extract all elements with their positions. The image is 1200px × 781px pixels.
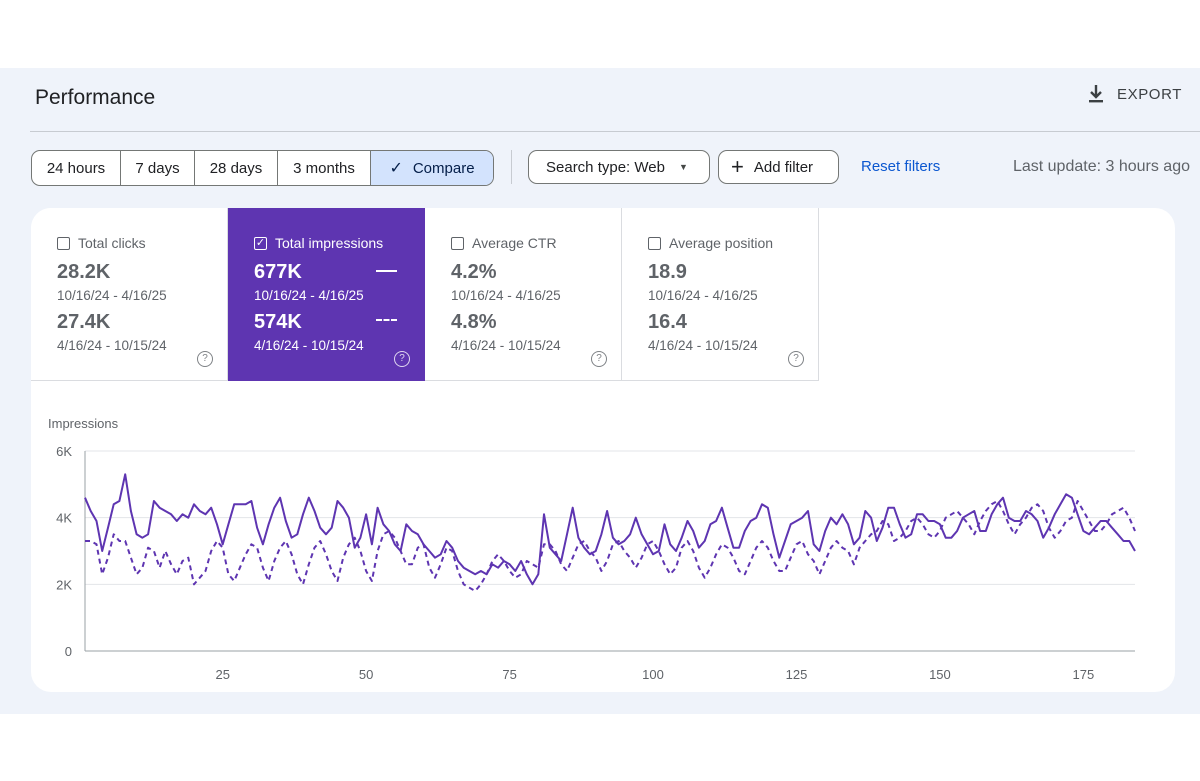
- metric-label: Total clicks: [78, 235, 146, 251]
- metric-range-current: 10/16/24 - 4/16/25: [648, 288, 758, 303]
- metric-range-previous: 4/16/24 - 10/15/24: [451, 338, 561, 353]
- metric-label-row: Average CTR: [451, 235, 557, 251]
- metric-value-current: 18.9: [648, 261, 687, 283]
- metric-range-previous: 4/16/24 - 10/15/24: [254, 338, 364, 353]
- metric-value-previous: 27.4K: [57, 311, 111, 333]
- plus-icon: +: [731, 154, 744, 179]
- y-tick-label: 6K: [56, 444, 72, 459]
- last-update-text: Last update: 3 hours ago: [1012, 158, 1190, 175]
- y-tick-label: 2K: [56, 577, 72, 592]
- x-tick-label: 75: [502, 667, 516, 682]
- toolbar-divider: [511, 150, 512, 184]
- metric-average-position[interactable]: Average position 18.9 10/16/24 - 4/16/25…: [622, 208, 819, 381]
- range-7-days[interactable]: 7 days: [120, 151, 194, 185]
- header-divider: [30, 131, 1200, 132]
- metric-range-current: 10/16/24 - 4/16/25: [451, 288, 561, 303]
- page-title: Performance: [35, 86, 156, 109]
- export-button[interactable]: EXPORT: [1087, 84, 1182, 104]
- metric-value-previous: 16.4: [648, 311, 687, 333]
- compare-label: Compare: [412, 159, 475, 177]
- metric-value-previous: 4.8%: [451, 311, 497, 333]
- x-tick-label: 100: [642, 667, 664, 682]
- series-line-current: [84, 473, 1136, 586]
- metric-tabs: Total clicks 28.2K 10/16/24 - 4/16/25 27…: [31, 208, 819, 381]
- add-filter-label: Add filter: [753, 158, 814, 176]
- help-icon[interactable]: ?: [591, 351, 607, 367]
- y-tick-label: 0: [65, 644, 72, 659]
- performance-panel: Performance EXPORT 24 hours 7 days 28 da…: [0, 68, 1200, 714]
- range-28-days[interactable]: 28 days: [194, 151, 277, 185]
- x-tick-label: 50: [359, 667, 373, 682]
- download-icon: [1087, 84, 1105, 104]
- y-tick-label: 4K: [56, 511, 72, 526]
- y-axis-label: Impressions: [48, 416, 119, 431]
- reset-filters-link[interactable]: Reset filters: [861, 158, 941, 175]
- metric-label-row: Average position: [648, 235, 773, 251]
- metric-range-previous: 4/16/24 - 10/15/24: [648, 338, 758, 353]
- metric-label-row: ✓ Total impressions: [254, 235, 383, 251]
- metric-value-previous: 574K: [254, 311, 302, 333]
- metric-average-ctr[interactable]: Average CTR 4.2% 10/16/24 - 4/16/25 4.8%…: [425, 208, 622, 381]
- range-24-hours[interactable]: 24 hours: [46, 159, 106, 177]
- metric-total-impressions[interactable]: ✓ Total impressions 677K 10/16/24 - 4/16…: [228, 208, 425, 381]
- checkbox-icon[interactable]: [451, 236, 464, 250]
- dashed-line-key-icon: [376, 319, 397, 321]
- x-tick-label: 125: [786, 667, 808, 682]
- metric-range-previous: 4/16/24 - 10/15/24: [57, 338, 167, 353]
- help-icon[interactable]: ?: [394, 351, 410, 367]
- checkbox-checked-icon[interactable]: ✓: [254, 236, 267, 250]
- help-icon[interactable]: ?: [197, 351, 213, 367]
- x-tick-label: 150: [929, 667, 951, 682]
- metric-value-current: 28.2K: [57, 261, 111, 283]
- metric-value-current: 4.2%: [451, 261, 497, 283]
- metric-label: Average position: [669, 235, 774, 251]
- x-tick-label: 25: [215, 667, 229, 682]
- search-type-dropdown[interactable]: Search type: Web ▼: [528, 150, 710, 184]
- metric-label: Average CTR: [472, 235, 557, 251]
- impressions-chart: Impressions 0 2K 4K 6K 25 50 75 100 125 150 175: [48, 416, 1136, 682]
- help-icon[interactable]: ?: [788, 351, 804, 367]
- metric-range-current: 10/16/24 - 4/16/25: [57, 288, 167, 303]
- caret-down-icon: ▼: [678, 162, 688, 172]
- series-line-previous: [85, 500, 1136, 592]
- performance-card: Total clicks 28.2K 10/16/24 - 4/16/25 27…: [31, 208, 1175, 692]
- date-range-selector: 24 hours 7 days 28 days 3 months ✓ Compa…: [31, 150, 494, 186]
- compare-option[interactable]: ✓ Compare: [370, 151, 493, 185]
- export-label: EXPORT: [1116, 85, 1182, 103]
- search-type-label: Search type: Web: [546, 158, 665, 176]
- x-tick-label: 175: [1073, 667, 1095, 682]
- metric-range-current: 10/16/24 - 4/16/25: [254, 288, 364, 303]
- checkbox-icon[interactable]: [648, 236, 661, 250]
- range-3-months[interactable]: 3 months: [277, 151, 370, 185]
- metric-label: Total impressions: [275, 235, 384, 251]
- add-filter-button[interactable]: + Add filter: [718, 150, 839, 184]
- metric-label-row: Total clicks: [57, 235, 146, 251]
- check-icon: ✓: [389, 160, 403, 177]
- metric-value-current: 677K: [254, 261, 302, 283]
- metric-total-clicks[interactable]: Total clicks 28.2K 10/16/24 - 4/16/25 27…: [31, 208, 228, 381]
- solid-line-key-icon: [376, 270, 397, 272]
- checkbox-icon[interactable]: [57, 236, 70, 250]
